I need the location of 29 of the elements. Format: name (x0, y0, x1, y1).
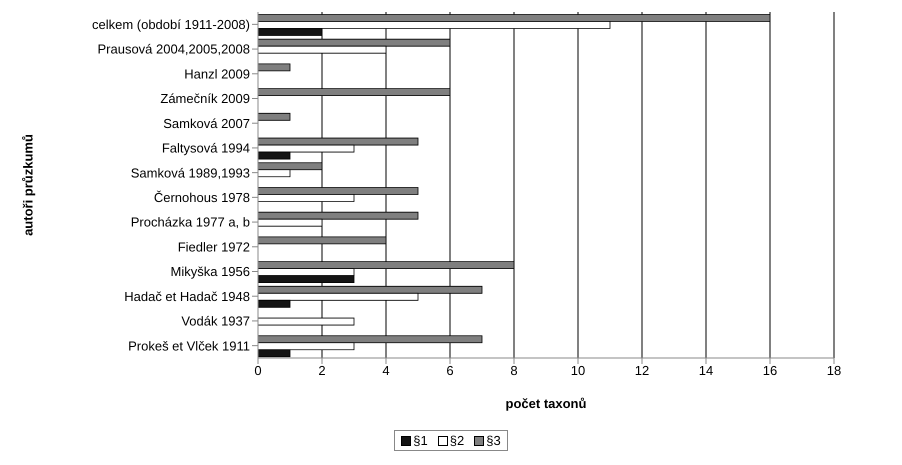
x-tick-label: 2 (318, 363, 326, 378)
y-tick-label: Fiedler 1972 (178, 239, 250, 254)
legend-label: §1 (412, 433, 428, 448)
x-tick-label: 0 (254, 363, 262, 378)
y-tick-label: Samková 1989,1993 (130, 165, 250, 180)
legend-label: §2 (448, 433, 464, 448)
y-tick-label: Černohous 1978 (154, 190, 250, 205)
y-tick-label: Hadač et Hadač 1948 (124, 288, 250, 304)
y-tick-label: Faltysová 1994 (162, 140, 250, 156)
x-tick-label: 14 (698, 363, 714, 378)
x-tick-label: 16 (762, 363, 778, 378)
x-axis-title: počet taxonů (506, 396, 586, 411)
legend-label: §3 (485, 433, 501, 448)
x-tick-label: 18 (826, 363, 842, 378)
x-tick-label: 6 (446, 363, 454, 378)
y-tick-label: Vodák 1937 (181, 314, 250, 329)
y-tick-label: Prausová 2004,2005,2008 (97, 42, 250, 57)
y-tick-label: Zámečník 2009 (160, 91, 250, 106)
x-tick-label: 10 (570, 363, 586, 378)
y-tick-label: Mikyška 1956 (170, 264, 250, 280)
y-tick-label: Samková 2007 (163, 116, 250, 131)
x-tick-label: 8 (510, 363, 518, 378)
x-tick-label: 12 (634, 363, 650, 378)
y-tick-label: Hanzl 2009 (184, 66, 250, 82)
y-tick-label: celkem (období 1911-2008) (92, 16, 250, 32)
y-tick-label: Procházka 1977 a, b (130, 214, 250, 230)
y-tick-label: Prokeš et Vlček 1911 (128, 338, 250, 354)
x-tick-label: 4 (382, 363, 390, 378)
y-axis-title: autoři průzkumů (20, 134, 36, 236)
